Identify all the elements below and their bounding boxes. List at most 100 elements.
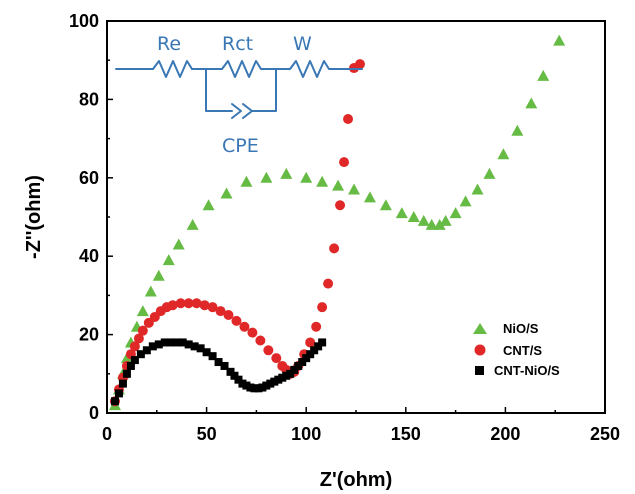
data-point <box>160 338 169 347</box>
data-point <box>449 207 462 219</box>
data-point <box>317 302 328 313</box>
data-point <box>247 327 258 338</box>
data-point <box>329 243 340 254</box>
x-tick-label: 100 <box>291 424 321 444</box>
data-point <box>525 97 538 109</box>
data-point <box>335 200 346 211</box>
data-point <box>130 356 139 365</box>
data-point <box>152 269 165 281</box>
data-point <box>363 191 376 203</box>
data-point <box>184 340 193 349</box>
data-point <box>202 348 211 357</box>
data-point <box>172 338 181 347</box>
data-point <box>166 338 175 347</box>
data-point <box>186 218 199 230</box>
data-point <box>511 124 524 136</box>
data-point <box>223 310 234 320</box>
data-point <box>220 187 233 199</box>
cpe-element <box>231 103 253 119</box>
data-point <box>354 59 365 70</box>
data-point <box>167 300 178 311</box>
data-point <box>471 183 484 195</box>
data-point <box>172 238 185 250</box>
series-cnt-nio-s <box>110 338 327 406</box>
x-tick-label: 50 <box>197 424 217 444</box>
y-tick-label: 100 <box>69 11 99 31</box>
data-point <box>537 69 550 81</box>
data-point <box>425 218 438 230</box>
y-axis-title: -Z''(ohm) <box>23 175 45 259</box>
data-point <box>118 379 127 388</box>
data-point <box>208 352 217 361</box>
circuit-label-w: W <box>293 33 312 55</box>
x-tick-label: 150 <box>391 424 421 444</box>
data-point <box>144 285 157 297</box>
axis-ticks <box>106 20 606 414</box>
circuit-label-re: Re <box>157 33 181 55</box>
data-point <box>271 353 282 364</box>
y-tick-label: 60 <box>79 168 99 188</box>
data-point <box>395 207 408 219</box>
data-point <box>300 171 313 183</box>
legend-label-cnt: CNT/S <box>503 343 542 358</box>
data-point <box>339 157 350 168</box>
data-point <box>183 298 194 309</box>
data-point <box>220 361 229 370</box>
y-tick-labels: 0 20 40 60 80 100 <box>69 11 99 423</box>
legend-label-cnt-nio: CNT-NiO/S <box>494 363 560 378</box>
x-tick-labels: 0 50 100 150 200 250 <box>102 424 620 444</box>
data-point <box>305 337 316 348</box>
data-point <box>136 305 149 317</box>
data-point <box>459 195 472 207</box>
data-point <box>348 183 361 195</box>
equivalent-circuit <box>115 60 363 119</box>
circuit-label-cpe: CPE <box>222 135 259 157</box>
data-point <box>316 175 329 187</box>
data-point <box>190 342 199 351</box>
data-point <box>239 321 250 332</box>
x-tick-label: 200 <box>490 424 520 444</box>
data-point <box>129 341 140 352</box>
data-point <box>240 175 253 187</box>
data-point <box>417 214 430 226</box>
data-point <box>120 352 133 364</box>
legend-item-nio: NiO/S <box>473 321 539 336</box>
data-point <box>114 389 123 398</box>
data-point <box>148 342 157 351</box>
data-point <box>202 199 215 211</box>
data-point <box>483 167 496 179</box>
legend-item-cnt-nio: CNT-NiO/S <box>475 363 560 378</box>
x-tick-label: 0 <box>102 424 112 444</box>
data-point <box>255 335 266 346</box>
y-tick-label: 20 <box>79 325 99 345</box>
data-point <box>323 278 334 289</box>
legend-item-cnt: CNT/S <box>474 343 542 358</box>
series-nio-s <box>108 34 566 411</box>
data-point <box>263 345 274 356</box>
resistor-w <box>275 60 363 78</box>
data-point <box>199 300 210 311</box>
legend: NiO/S CNT/S CNT-NiO/S <box>473 321 560 378</box>
data-point <box>231 315 242 326</box>
data-point <box>110 397 119 406</box>
data-point <box>497 148 510 160</box>
data-point <box>260 171 273 183</box>
data-point <box>162 254 175 266</box>
data-point <box>332 179 345 191</box>
y-tick-label: 0 <box>89 403 99 423</box>
data-point <box>433 218 446 230</box>
data-point <box>553 34 566 46</box>
x-tick-label: 250 <box>590 424 620 444</box>
data-point <box>196 344 205 353</box>
data-point <box>133 333 144 344</box>
data-point <box>154 340 163 349</box>
data-point <box>178 338 187 347</box>
data-point <box>215 306 226 317</box>
data-point <box>207 302 218 313</box>
y-tick-label: 40 <box>79 246 99 266</box>
legend-marker-square <box>475 366 484 375</box>
data-point <box>439 214 452 226</box>
x-axis-title: Z'(ohm) <box>320 469 393 491</box>
legend-marker-circle <box>474 344 486 356</box>
